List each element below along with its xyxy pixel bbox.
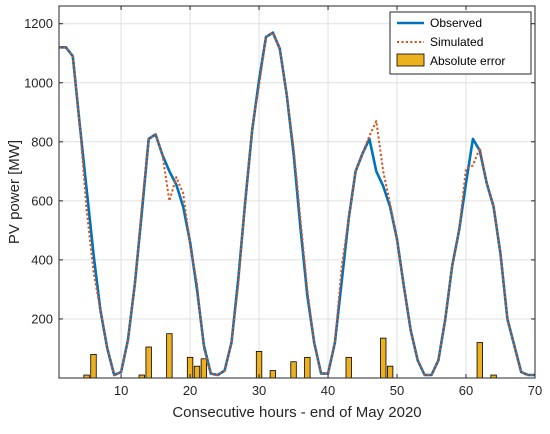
y-tick-label: 1000 bbox=[24, 75, 53, 90]
error-bar bbox=[166, 333, 173, 379]
error-bar bbox=[200, 358, 208, 379]
x-tick-label: 50 bbox=[390, 383, 404, 398]
x-tick-label: 60 bbox=[459, 383, 473, 398]
x-tick-label: 10 bbox=[114, 383, 128, 398]
error-bar bbox=[193, 365, 201, 379]
error-bar bbox=[380, 337, 387, 379]
legend-label: Observed bbox=[430, 16, 482, 30]
plot-frame bbox=[58, 5, 536, 379]
error-bar bbox=[304, 356, 311, 379]
legend-label: Simulated bbox=[430, 35, 483, 49]
simulated-line bbox=[59, 31, 535, 376]
y-tick-label: 800 bbox=[31, 134, 53, 149]
x-tick-label: 20 bbox=[183, 383, 197, 398]
x-ticks: 10 20 30 40 50 60 70 bbox=[114, 6, 542, 398]
series-lines bbox=[59, 31, 535, 377]
y-tick-label: 600 bbox=[31, 193, 53, 208]
error-bar bbox=[290, 361, 297, 379]
y-axis-label: PV power [MW] bbox=[6, 140, 23, 244]
y-tick-label: 1200 bbox=[24, 16, 53, 31]
error-bar bbox=[386, 365, 394, 379]
error-bar bbox=[90, 353, 97, 379]
error-bar bbox=[345, 356, 352, 379]
legend-label: Absolute error bbox=[430, 54, 505, 68]
legend: Observed Simulated Absolute error bbox=[389, 11, 532, 75]
x-tick-label: 30 bbox=[252, 383, 266, 398]
y-ticks: 200 400 600 800 1000 1200 bbox=[24, 16, 535, 326]
error-bar bbox=[269, 370, 277, 379]
x-axis-label: Consecutive hours - end of May 2020 bbox=[172, 404, 421, 421]
legend-swatch-error bbox=[396, 53, 425, 67]
error-bar bbox=[145, 346, 152, 379]
y-tick-label: 200 bbox=[31, 311, 53, 326]
x-tick-label: 40 bbox=[321, 383, 335, 398]
y-tick-label: 400 bbox=[31, 252, 53, 267]
x-tick-label: 70 bbox=[528, 383, 542, 398]
error-bar bbox=[476, 342, 483, 379]
